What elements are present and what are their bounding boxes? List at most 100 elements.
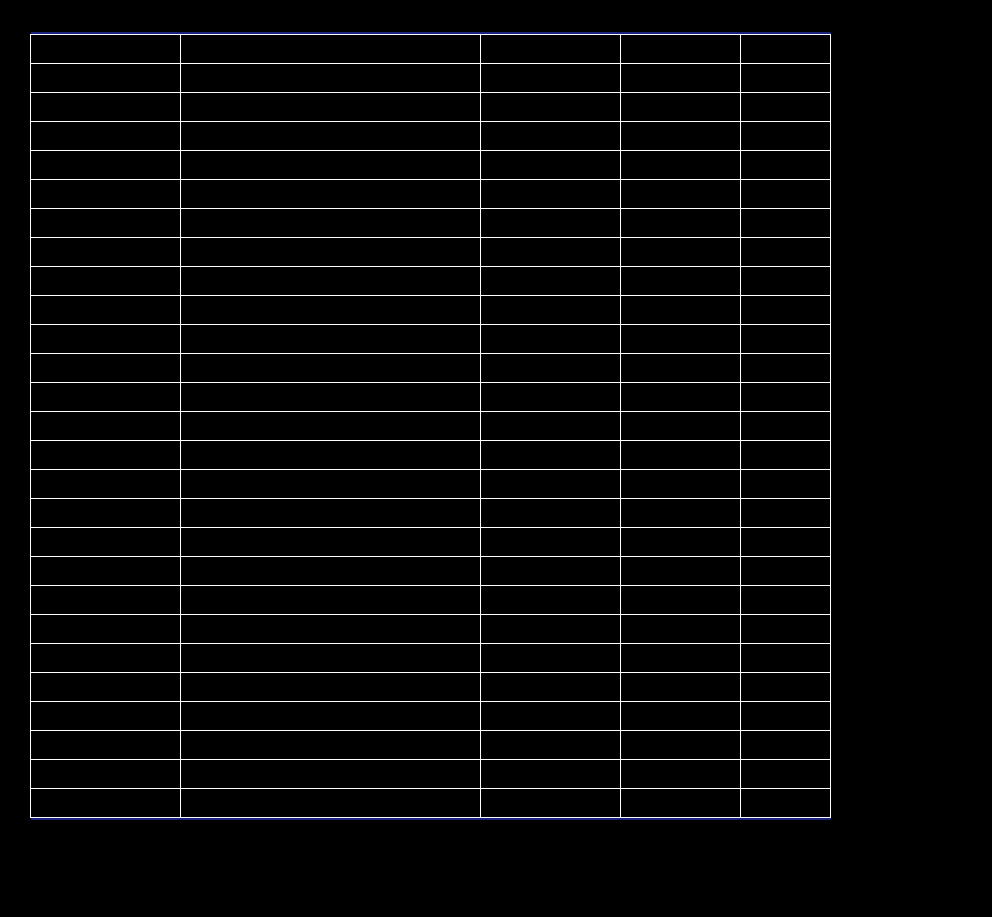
table-cell [481,412,621,441]
data-table [30,32,831,820]
table-cell [181,528,481,557]
table-cell [621,731,741,760]
table-cell [621,325,741,354]
table-cell [741,789,831,818]
table-row [31,296,831,325]
table-cell [181,412,481,441]
table-cell [741,122,831,151]
table-cell [481,441,621,470]
table-cell [741,325,831,354]
table-cell [621,499,741,528]
table-cell [621,557,741,586]
table-cell [31,412,181,441]
table-cell [481,615,621,644]
table-cell [621,354,741,383]
table-cell [621,64,741,93]
table-cell [741,702,831,731]
table-cell [181,441,481,470]
table-cell [181,644,481,673]
table-cell [621,412,741,441]
table-cell [481,93,621,122]
table-cell [621,470,741,499]
table-cell [181,354,481,383]
table-cell [621,441,741,470]
table-cell [181,499,481,528]
table-cell [31,180,181,209]
table-cell [741,64,831,93]
table-cell [31,441,181,470]
table-cell [31,35,181,64]
table-row [31,383,831,412]
table-cell [741,557,831,586]
table-cell [31,499,181,528]
table-cell [481,151,621,180]
table-row [31,64,831,93]
table-cell [741,673,831,702]
table-cell [181,702,481,731]
table-cell [621,296,741,325]
table-cell [31,267,181,296]
table-cell [481,209,621,238]
table-cell [181,267,481,296]
table-cell [31,93,181,122]
table-cell [31,615,181,644]
table-cell [481,354,621,383]
table-cell [181,64,481,93]
table-cell [741,760,831,789]
table-cell [181,789,481,818]
table-cell [621,267,741,296]
table-cell [621,180,741,209]
table-cell [481,557,621,586]
table-cell [31,644,181,673]
table-cell [31,325,181,354]
table-cell [181,151,481,180]
table-row [31,470,831,499]
table-row [31,789,831,818]
table-cell [31,151,181,180]
page [0,0,992,917]
table-cell [31,383,181,412]
table-row [31,673,831,702]
table-cell [481,470,621,499]
table-cell [621,122,741,151]
table-cell [621,586,741,615]
table-row [31,441,831,470]
table-row [31,151,831,180]
table-cell [31,586,181,615]
table-cell [31,760,181,789]
table-cell [31,470,181,499]
table-cell [181,122,481,151]
table-cell [181,470,481,499]
table-cell [31,209,181,238]
table-cell [31,238,181,267]
table-cell [31,296,181,325]
table-cell [31,557,181,586]
table-cell [621,789,741,818]
table-row [31,644,831,673]
table-cell [741,499,831,528]
table-cell [481,180,621,209]
table-cell [481,528,621,557]
table-cell [181,586,481,615]
table-cell [741,586,831,615]
table-row [31,354,831,383]
table-cell [621,35,741,64]
table-cell [481,238,621,267]
table-rule-bottom [31,818,831,820]
table-cell [181,35,481,64]
table-cell [181,615,481,644]
table-row [31,267,831,296]
table-row [31,586,831,615]
table-row [31,412,831,441]
table-cell [741,296,831,325]
table-cell [741,35,831,64]
table-cell [481,64,621,93]
table-cell [621,93,741,122]
table-cell [621,644,741,673]
table-cell [181,238,481,267]
table-cell [31,702,181,731]
table-cell [181,731,481,760]
table-cell [481,35,621,64]
table-row [31,93,831,122]
table-cell [481,760,621,789]
